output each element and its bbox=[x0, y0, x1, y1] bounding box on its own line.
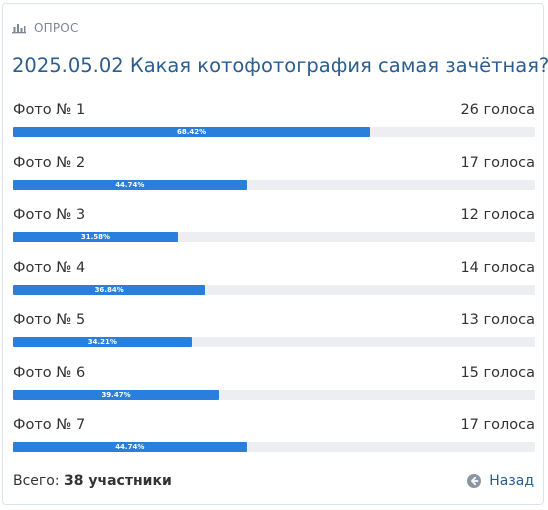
progress-fill: 39.47% bbox=[13, 389, 220, 400]
progress-track: 44.74% bbox=[13, 179, 535, 190]
bar-chart-icon bbox=[12, 24, 26, 34]
option-votes: 14 голоса bbox=[460, 259, 535, 276]
option-label: Фото № 5 bbox=[13, 312, 86, 328]
poll-title: 2025.05.02 Какая котофотография самая за… bbox=[12, 54, 548, 77]
progress-track: 44.74% bbox=[13, 442, 535, 452]
progress-fill: 44.74% bbox=[13, 442, 247, 452]
percent-label: 31.58% bbox=[80, 233, 110, 241]
poll-option: Фото № 4 14 голоса 36.84% bbox=[12, 250, 535, 303]
option-votes: 12 голоса bbox=[460, 207, 535, 223]
option-label: Фото № 1 bbox=[13, 102, 86, 118]
percent-label: 34.21% bbox=[87, 338, 117, 346]
poll-card: ОПРОС 2025.05.02 Какая котофотография са… bbox=[2, 3, 548, 505]
poll-option: Фото № 3 12 голоса 31.58% bbox=[12, 197, 535, 250]
option-label: Фото № 4 bbox=[13, 259, 86, 276]
progress-fill: 44.74% bbox=[13, 179, 247, 190]
progress-track: 36.84% bbox=[13, 284, 535, 295]
total-label: Всего: bbox=[13, 473, 60, 489]
poll-option: Фото № 7 17 голоса 44.74% bbox=[12, 407, 535, 460]
poll-option: Фото № 6 15 голоса 39.47% bbox=[12, 355, 535, 408]
option-votes: 15 голоса bbox=[460, 364, 535, 381]
arrow-left-circle-icon bbox=[467, 474, 482, 488]
poll-header-label: ОПРОС bbox=[34, 21, 79, 35]
poll-option: Фото № 1 26 голоса 68.42% bbox=[12, 92, 535, 145]
progress-fill: 36.84% bbox=[13, 284, 206, 295]
percent-label: 36.84% bbox=[94, 285, 124, 294]
poll-options: Фото № 1 26 голоса 68.42% Фото № 2 17 голоса… bbox=[12, 92, 535, 460]
progress-fill: 31.58% bbox=[13, 232, 178, 242]
progress-track: 68.42% bbox=[13, 127, 535, 137]
progress-fill: 68.42% bbox=[13, 127, 371, 137]
option-label: Фото № 3 bbox=[13, 207, 86, 223]
back-button[interactable]: Назад bbox=[467, 473, 534, 489]
percent-label: 44.74% bbox=[115, 443, 145, 451]
option-votes: 13 голоса bbox=[460, 312, 535, 328]
total-value: 38 участники bbox=[64, 473, 172, 489]
poll-footer: Всего: 38 участники Назад bbox=[12, 472, 534, 492]
option-label: Фото № 7 bbox=[13, 417, 86, 433]
option-votes: 17 голоса bbox=[460, 417, 535, 433]
poll-header: ОПРОС bbox=[12, 21, 79, 35]
poll-option: Фото № 2 17 голоса 44.74% bbox=[12, 145, 535, 198]
progress-track: 39.47% bbox=[13, 389, 535, 400]
poll-option: Фото № 5 13 голоса 34.21% bbox=[12, 302, 535, 355]
option-label: Фото № 2 bbox=[13, 154, 86, 171]
option-votes: 17 голоса bbox=[460, 154, 535, 171]
option-votes: 26 голоса bbox=[460, 102, 535, 118]
percent-label: 39.47% bbox=[101, 390, 131, 399]
total-participants: Всего: 38 участники bbox=[13, 473, 172, 489]
progress-track: 31.58% bbox=[13, 232, 535, 242]
progress-track: 34.21% bbox=[13, 337, 535, 347]
percent-label: 68.42% bbox=[176, 128, 207, 136]
percent-label: 44.74% bbox=[115, 180, 145, 189]
back-label: Назад bbox=[489, 473, 534, 489]
progress-fill: 34.21% bbox=[13, 337, 192, 347]
option-label: Фото № 6 bbox=[13, 364, 86, 381]
